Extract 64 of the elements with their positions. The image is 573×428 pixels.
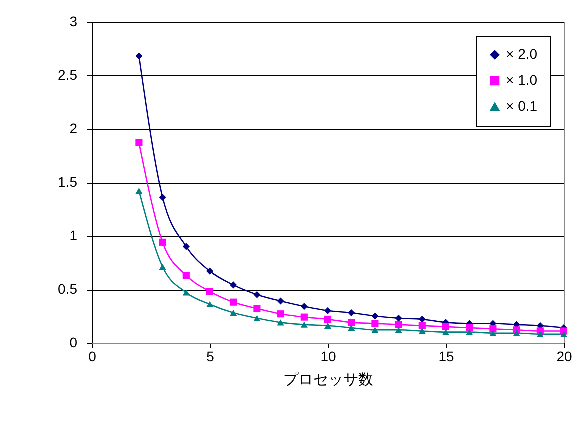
point [348,319,356,326]
point [348,310,356,317]
point [136,52,143,60]
x-tick-label: 15 [438,348,454,364]
point [206,268,214,275]
y-tick-label: 1.5 [58,174,78,190]
point [372,327,379,334]
point [418,322,426,330]
x-tick-label: 0 [88,348,97,364]
point [206,288,214,296]
point [418,316,426,323]
point [395,327,402,334]
point [395,321,402,328]
x-tick-label: 20 [556,348,572,364]
point [372,312,379,320]
x-tick-label: 10 [320,348,336,364]
point [136,139,143,146]
point [324,316,332,323]
point [254,305,261,312]
x-axis-title: プロセッサ数 [284,372,374,388]
x-tick-label: 5 [206,348,215,364]
point [466,329,474,336]
point [372,320,379,328]
point [324,322,332,329]
point [513,330,520,336]
legend-label: × 1.0 [506,72,538,88]
point [136,188,143,194]
point [230,298,238,306]
point [182,290,190,296]
point [395,314,402,322]
point [254,291,261,298]
point [442,323,450,330]
point [466,324,474,332]
point [490,326,497,333]
point [254,315,261,322]
y-tick-label: 0.5 [58,281,78,297]
y-tick-label: 2 [70,120,78,136]
point [300,303,308,310]
point [230,282,238,289]
point [442,329,450,336]
y-tick-label: 0 [70,334,78,350]
point [536,331,544,338]
point [182,243,190,250]
point [300,322,308,328]
point [159,194,166,202]
y-tick-label: 3 [70,14,78,30]
point [560,331,568,338]
point [159,264,166,270]
point [300,314,308,321]
point [182,272,190,280]
legend-label: × 0.1 [506,98,538,114]
point [418,328,426,334]
point [206,301,214,308]
point [490,330,497,336]
point [348,324,356,332]
point [159,238,166,246]
point [277,320,284,326]
point [324,307,332,314]
y-tick-label: 1 [70,228,78,244]
y-tick-label: 2.5 [58,67,78,83]
point [277,310,284,318]
legend-label: × 2.0 [506,46,538,62]
point [277,298,284,305]
point [230,310,238,316]
